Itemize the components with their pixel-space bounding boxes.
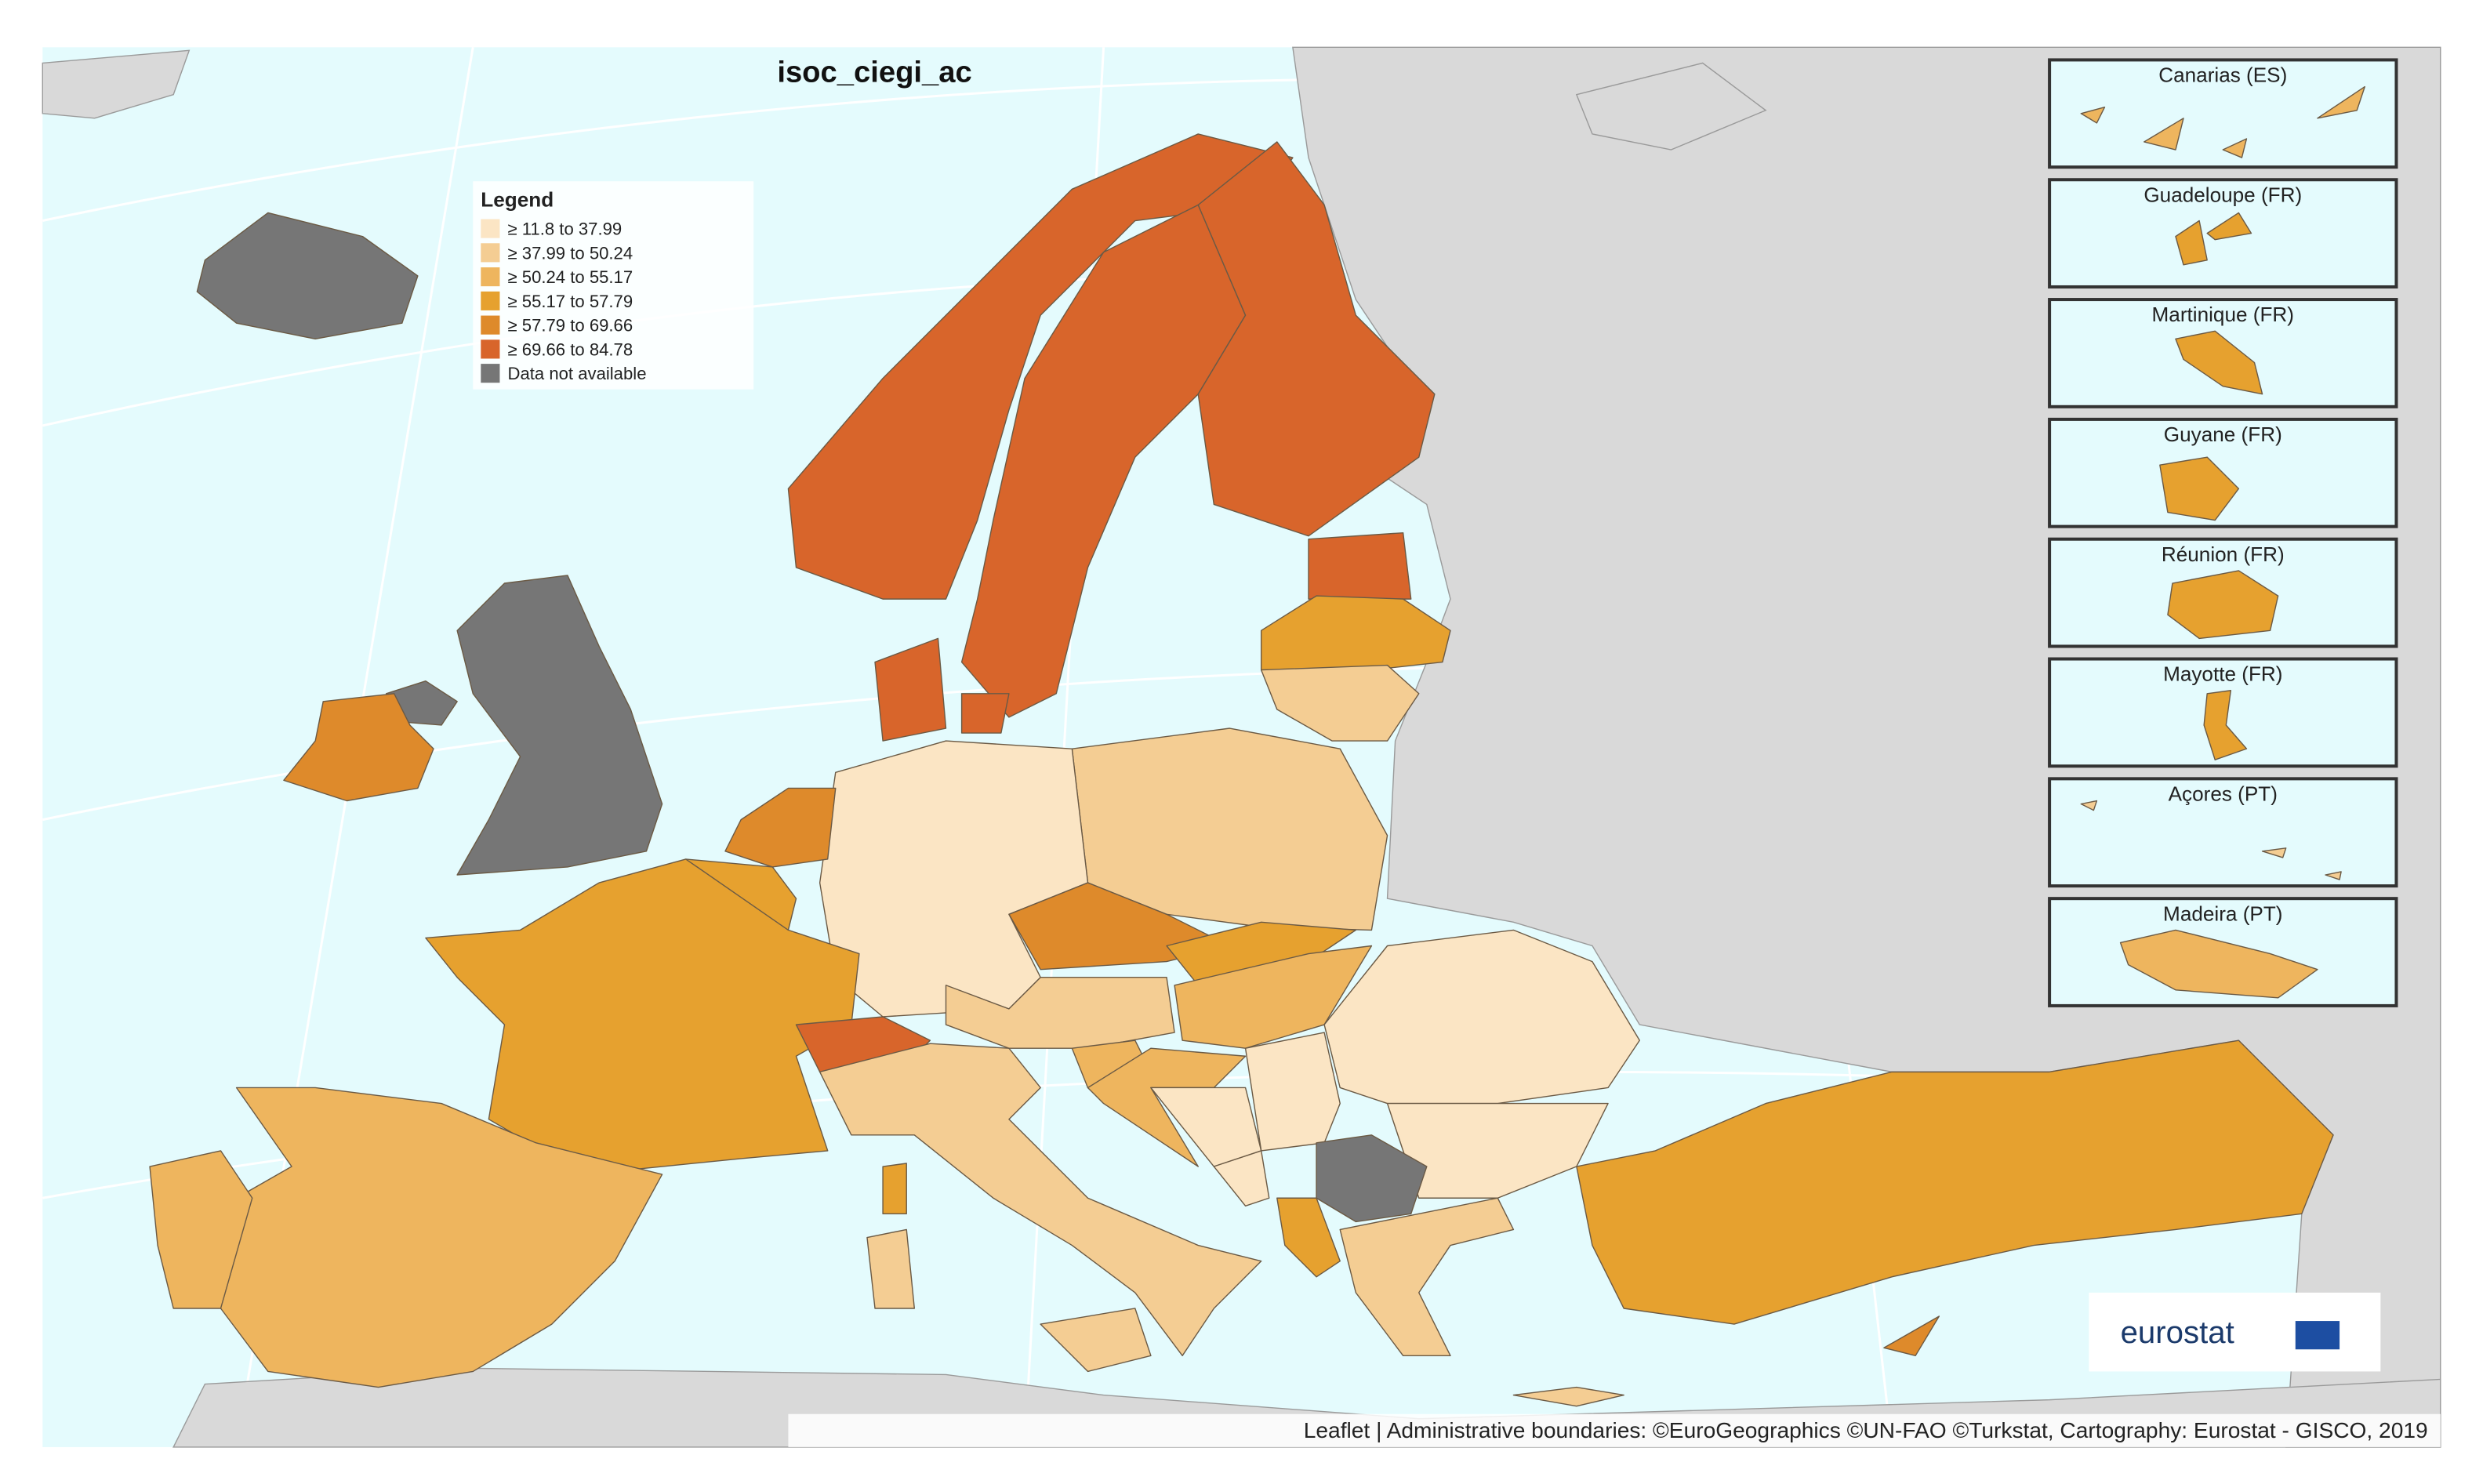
inset-title: Guadeloupe (FR) bbox=[2143, 183, 2302, 206]
country bbox=[1197, 141, 1436, 537]
country bbox=[960, 693, 1010, 734]
legend-label: ≥ 37.99 to 50.24 bbox=[507, 243, 633, 263]
country bbox=[283, 693, 434, 802]
country bbox=[960, 204, 1247, 718]
country bbox=[866, 1228, 915, 1309]
country bbox=[819, 1043, 1262, 1357]
inset-region bbox=[2261, 847, 2287, 858]
attribution: Leaflet | Administrative boundaries: ©Eu… bbox=[1304, 1418, 2428, 1442]
country bbox=[724, 787, 837, 868]
logo: eurostat bbox=[2089, 1292, 2381, 1372]
land bbox=[42, 49, 191, 119]
country bbox=[1323, 929, 1640, 1105]
inset-region bbox=[2203, 690, 2248, 760]
inset-title: Réunion (FR) bbox=[2162, 542, 2285, 566]
inset-title: Canarias (ES) bbox=[2158, 63, 2287, 87]
legend-label: ≥ 50.24 to 55.17 bbox=[507, 267, 633, 287]
inset-title: Mayotte (FR) bbox=[2163, 662, 2282, 686]
map-title: isoc_ciegi_ac bbox=[777, 56, 971, 89]
legend-swatch bbox=[481, 243, 500, 263]
inset-region bbox=[2206, 212, 2252, 241]
logo-text: eurostat bbox=[2121, 1315, 2234, 1350]
country bbox=[874, 637, 947, 742]
legend-swatch bbox=[481, 339, 500, 359]
land bbox=[1575, 62, 1767, 151]
inset-region bbox=[2159, 456, 2240, 521]
country bbox=[882, 1163, 907, 1215]
inset-region bbox=[2119, 929, 2318, 999]
country bbox=[1166, 921, 1357, 986]
legend-label: ≥ 55.17 to 57.79 bbox=[507, 292, 633, 311]
country bbox=[1260, 664, 1420, 742]
inset-title: Martinique (FR) bbox=[2152, 303, 2294, 326]
country bbox=[945, 977, 1175, 1049]
country bbox=[1308, 532, 1412, 600]
country bbox=[196, 212, 419, 340]
legend-label: Data not available bbox=[507, 364, 646, 383]
country bbox=[1339, 1197, 1515, 1357]
countries bbox=[149, 133, 2334, 1407]
inset-region bbox=[2080, 107, 2106, 124]
country bbox=[1276, 1197, 1341, 1278]
country bbox=[1512, 1386, 1624, 1407]
legend-swatch bbox=[481, 267, 500, 287]
legend-swatch bbox=[481, 315, 500, 335]
inset-title: Açores (PT) bbox=[2169, 782, 2278, 806]
inset-region bbox=[2175, 330, 2263, 395]
inset-region bbox=[2167, 570, 2279, 640]
country bbox=[149, 1150, 253, 1309]
country bbox=[456, 575, 663, 876]
country bbox=[1244, 1032, 1341, 1152]
country bbox=[1213, 1150, 1270, 1206]
legend-label: ≥ 69.66 to 84.78 bbox=[507, 339, 633, 359]
eu-flag bbox=[2295, 1321, 2340, 1350]
legend-label: ≥ 11.8 to 37.99 bbox=[507, 220, 622, 239]
attribution-box bbox=[788, 1413, 2441, 1447]
legend-swatch bbox=[481, 219, 500, 238]
legend: Legend ≥ 11.8 to 37.99 ≥ 37.99 to 50.24 ≥ … bbox=[473, 181, 754, 390]
country bbox=[1040, 1308, 1152, 1373]
inset-title: Guyane (FR) bbox=[2164, 423, 2282, 446]
inset-region bbox=[2317, 85, 2365, 119]
inset-region bbox=[2325, 871, 2342, 880]
country bbox=[1576, 1040, 2334, 1325]
inset-region bbox=[2222, 138, 2248, 158]
inset-title: Madeira (PT) bbox=[2163, 902, 2282, 925]
legend-swatch bbox=[481, 291, 500, 310]
legend-box bbox=[473, 181, 754, 390]
insets: Canarias (ES) Guadeloupe (FR) Martinique (… bbox=[2048, 58, 2398, 1007]
inset-region bbox=[2143, 118, 2184, 151]
legend-title: Legend bbox=[481, 187, 554, 211]
country bbox=[1883, 1315, 1940, 1357]
country bbox=[425, 858, 860, 1175]
inset-frame bbox=[2048, 777, 2398, 888]
inset-region bbox=[2175, 220, 2208, 266]
legend-label: ≥ 57.79 to 69.66 bbox=[507, 316, 633, 336]
legend-swatch bbox=[481, 364, 500, 383]
inset-region bbox=[2080, 800, 2098, 811]
